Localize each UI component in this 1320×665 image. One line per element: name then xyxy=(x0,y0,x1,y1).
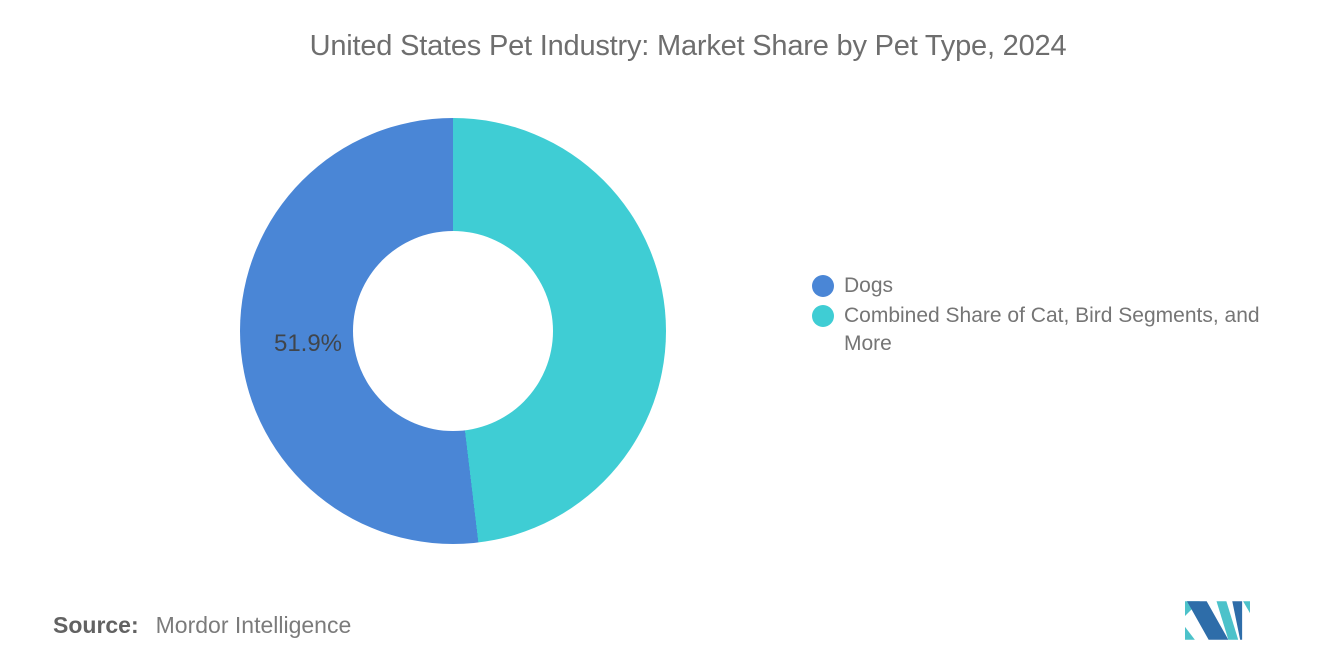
legend: Dogs Combined Share of Cat, Bird Segment… xyxy=(812,272,1312,360)
source-value: Mordor Intelligence xyxy=(155,612,352,638)
mordor-intelligence-logo xyxy=(1185,601,1250,640)
donut-hole xyxy=(353,231,553,431)
donut-chart xyxy=(240,118,666,544)
legend-item-dogs: Dogs xyxy=(812,272,1312,300)
legend-label: Combined Share of Cat, Bird Segments, an… xyxy=(844,304,1260,355)
source-line: Source: Mordor Intelligence xyxy=(53,610,351,640)
legend-label: Dogs xyxy=(844,274,894,297)
legend-swatch xyxy=(812,275,834,297)
source-label: Source: xyxy=(53,612,139,638)
legend-item-combined: Combined Share of Cat, Bird Segments, an… xyxy=(812,302,1312,358)
legend-swatch xyxy=(812,305,834,327)
slice-data-label: 51.9% xyxy=(273,330,343,357)
chart-title: United States Pet Industry: Market Share… xyxy=(309,30,1067,62)
